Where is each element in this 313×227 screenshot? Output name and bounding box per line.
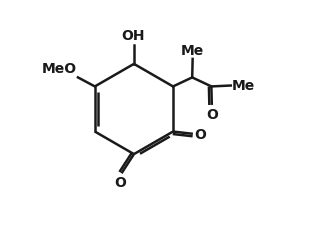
Text: O: O bbox=[194, 128, 206, 142]
Text: O: O bbox=[206, 108, 218, 122]
Text: O: O bbox=[114, 176, 126, 190]
Text: Me: Me bbox=[181, 44, 204, 58]
Text: MeO: MeO bbox=[42, 62, 77, 76]
Text: OH: OH bbox=[121, 29, 145, 43]
Text: Me: Me bbox=[232, 79, 255, 93]
